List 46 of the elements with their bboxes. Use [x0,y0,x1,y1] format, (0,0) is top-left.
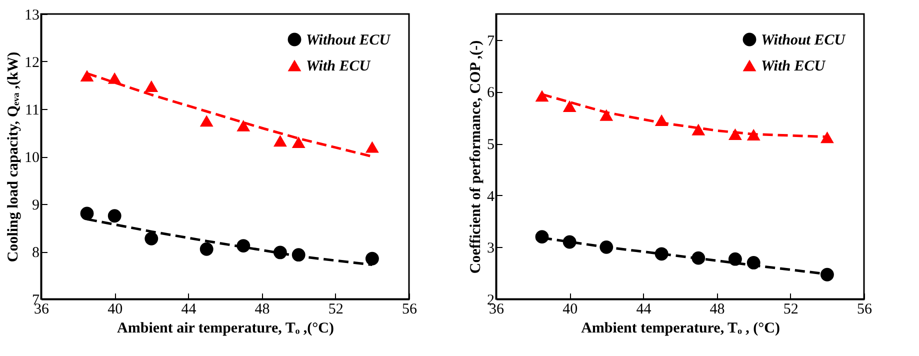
y-tick-label: 7 [487,33,495,50]
point [80,206,94,220]
legend-label: With ECU [761,58,826,74]
point [273,135,287,147]
x-axis-title: Ambient air temperature, Tₒ ,(°C) [117,320,334,336]
legend-label: Without ECU [761,32,846,48]
point [600,109,614,121]
y-tick-label: 10 [24,150,40,166]
point [562,100,576,112]
point [236,120,250,132]
point [365,141,379,153]
y-tick-label: 3 [487,240,494,257]
point [820,268,834,282]
point [692,124,706,136]
y-tick-label: 11 [25,102,40,118]
point [80,70,94,82]
y-tick-label: 12 [24,55,40,71]
x-tick-label: 48 [254,302,270,318]
x-tick-label: 40 [108,302,123,318]
y-tick-label: 8 [32,245,40,261]
y-axis-title: Cooling load capacity, Qₑᵥₐ ,(kW) [6,52,22,262]
x-tick-label: 44 [636,302,652,318]
point [200,242,214,256]
x-tick-label: 52 [328,302,344,318]
y-axis-title: Coefficient of performance, COP ,(-) [468,40,484,274]
y-tick-label: 6 [487,85,495,102]
point [108,209,122,223]
x-tick-label: 56 [857,302,872,318]
point [144,80,158,92]
point [292,136,306,148]
x-tick-label: 52 [783,302,798,318]
point [365,252,379,266]
x-tick-label: 44 [181,302,197,318]
x-tick-label: 40 [562,302,578,318]
point [200,115,214,127]
legend-label: Without ECU [306,32,392,48]
y-tick-label: 5 [487,137,494,154]
y-tick-label: 9 [32,198,40,214]
x-tick-label: 56 [402,302,418,318]
legend-label: With ECU [306,58,372,74]
point [144,232,158,246]
x-axis-title: Ambient temperature, Tₒ , (°C) [581,320,780,336]
y-tick-label: 4 [487,188,495,205]
y-tick-label: 13 [24,8,40,24]
x-tick-label: 48 [710,302,725,318]
point [728,252,742,266]
